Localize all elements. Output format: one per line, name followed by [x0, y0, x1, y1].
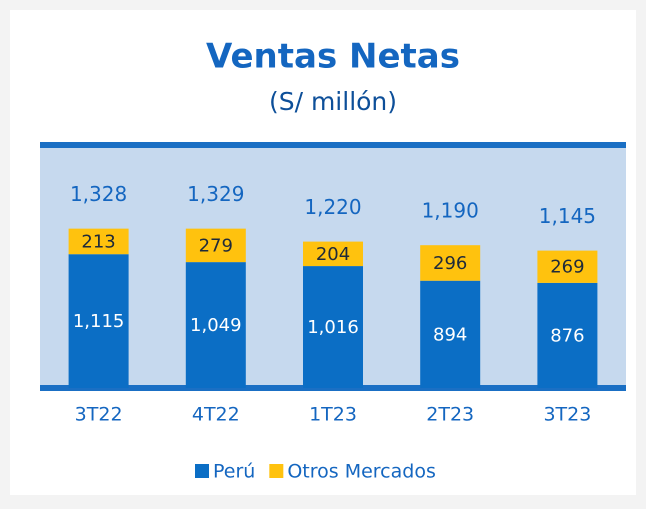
total-label: 1,190: [422, 199, 479, 223]
bar-segment: [420, 280, 481, 388]
data-label: 213: [81, 231, 115, 252]
x-tick-label: 3T22: [75, 404, 123, 426]
data-label: 876: [550, 325, 584, 346]
legend-label: Otros Mercados: [287, 461, 436, 483]
data-label: 204: [316, 244, 350, 265]
legend-swatch: [269, 464, 284, 478]
chart-subtitle: (S/ millón): [269, 87, 397, 116]
data-label: 1,115: [73, 311, 125, 332]
total-label: 1,329: [187, 182, 244, 206]
chart-title: Ventas Netas: [206, 37, 460, 77]
bar-segment: [68, 254, 129, 388]
bar-segment: [420, 245, 481, 281]
bar-segment: [303, 266, 363, 388]
bar-segment: [185, 262, 246, 388]
x-tick-label: 4T22: [192, 404, 240, 426]
legend-swatch: [195, 464, 209, 478]
x-tick-label: 1T23: [309, 404, 357, 426]
total-label: 1,328: [70, 182, 127, 206]
legend-label: Perú: [213, 461, 255, 483]
bar-segment: [185, 228, 246, 263]
data-label: 296: [433, 253, 467, 274]
data-label: 894: [433, 324, 467, 345]
data-label: 1,016: [307, 317, 359, 338]
data-label: 269: [550, 257, 584, 278]
bar-segment: [537, 250, 598, 283]
data-label: 279: [199, 235, 233, 256]
bar-segment: [68, 228, 129, 255]
x-tick-label: 2T23: [426, 404, 474, 426]
total-label: 1,220: [304, 195, 361, 219]
bar-segment: [303, 241, 363, 267]
data-label: 1,049: [190, 315, 242, 336]
bar-segment: [537, 282, 598, 388]
x-tick-label: 3T23: [543, 404, 591, 426]
total-label: 1,145: [539, 204, 596, 228]
plot-top-border: [40, 142, 626, 148]
